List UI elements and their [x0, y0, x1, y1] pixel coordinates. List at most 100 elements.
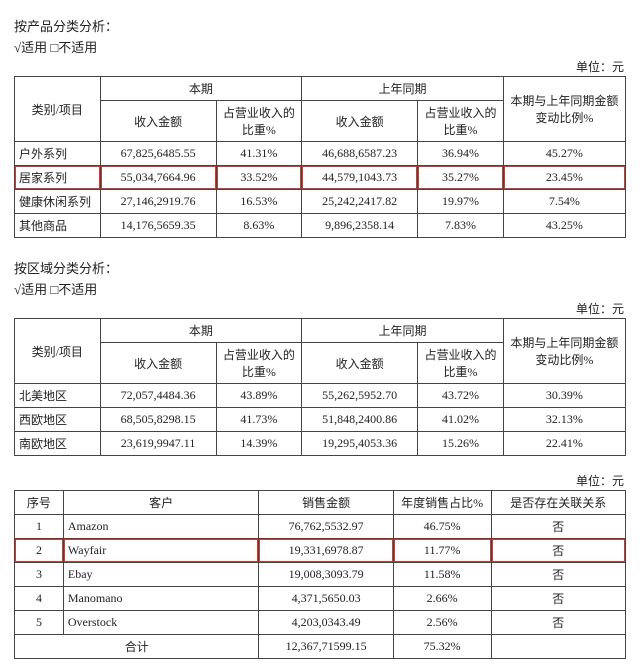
cell-pct2: 7.83% — [418, 214, 504, 238]
section2-check: √适用 □不适用 — [14, 279, 626, 298]
th-sales: 销售金额 — [259, 491, 393, 515]
cell-cust: Amazon — [63, 515, 259, 539]
cell-pct: 46.75% — [393, 515, 491, 539]
cell-rev2: 9,896,2358.14 — [302, 214, 418, 238]
table-row: 3 Ebay 19,008,3093.79 11.58% 否 — [15, 563, 626, 587]
cell-sales: 4,371,5650.03 — [259, 587, 393, 611]
cell-sales: 19,008,3093.79 — [259, 563, 393, 587]
table-row: 4 Manomano 4,371,5650.03 2.66% 否 — [15, 587, 626, 611]
cell-pct1: 43.89% — [216, 384, 302, 408]
th-rev1: 收入金额 — [100, 101, 216, 142]
table-row-total: 合计 12,367,71599.15 75.32% — [15, 635, 626, 659]
th-no: 序号 — [15, 491, 64, 515]
th-cat: 类别/项目 — [15, 77, 101, 142]
cell-chg: 7.54% — [503, 190, 625, 214]
cell-pct2: 36.94% — [418, 142, 504, 166]
cell-rev2: 55,262,5952.70 — [302, 384, 418, 408]
cell-cust: Overstock — [63, 611, 259, 635]
table-product: 类别/项目 本期 上年同期 本期与上年同期金额变动比例% 收入金额 占营业收入的… — [14, 76, 626, 238]
cell-label: 户外系列 — [15, 142, 101, 166]
th-change: 本期与上年同期金额变动比例% — [503, 319, 625, 384]
th-cust: 客户 — [63, 491, 259, 515]
cell-rev2: 25,242,2417.82 — [302, 190, 418, 214]
cell-label: 其他商品 — [15, 214, 101, 238]
cell-label: 居家系列 — [15, 166, 101, 190]
cell-rel: 否 — [491, 515, 625, 539]
cell-rev2: 51,848,2400.86 — [302, 408, 418, 432]
th-change: 本期与上年同期金额变动比例% — [503, 77, 625, 142]
th-rev1: 收入金额 — [100, 343, 216, 384]
th-pct2: 占营业收入的比重% — [418, 343, 504, 384]
table-row: 北美地区 72,057,4484.36 43.89% 55,262,5952.7… — [15, 384, 626, 408]
cell-total-pct: 75.32% — [393, 635, 491, 659]
th-cat: 类别/项目 — [15, 319, 101, 384]
cell-rev2: 19,295,4053.36 — [302, 432, 418, 456]
cell-pct: 11.58% — [393, 563, 491, 587]
cell-pct1: 8.63% — [216, 214, 302, 238]
th-pct1: 占营业收入的比重% — [216, 101, 302, 142]
cell-no: 3 — [15, 563, 64, 587]
section3-unit: 单位：元 — [14, 472, 624, 489]
cell-pct1: 33.52% — [216, 166, 302, 190]
table-row: 户外系列 67,825,6485.55 41.31% 46,688,6587.2… — [15, 142, 626, 166]
cell-pct2: 43.72% — [418, 384, 504, 408]
cell-no: 4 — [15, 587, 64, 611]
cell-no: 1 — [15, 515, 64, 539]
cell-label: 北美地区 — [15, 384, 101, 408]
cell-chg: 23.45% — [503, 166, 625, 190]
cell-pct1: 16.53% — [216, 190, 302, 214]
section2-unit: 单位：元 — [14, 300, 624, 317]
th-pct: 年度销售占比% — [393, 491, 491, 515]
cell-cust: Ebay — [63, 563, 259, 587]
th-rev2: 收入金额 — [302, 343, 418, 384]
cell-rel: 否 — [491, 611, 625, 635]
th-pct1: 占营业收入的比重% — [216, 343, 302, 384]
cell-total-label: 合计 — [15, 635, 259, 659]
cell-rev1: 67,825,6485.55 — [100, 142, 216, 166]
section1-check: √适用 □不适用 — [14, 37, 626, 56]
cell-chg: 43.25% — [503, 214, 625, 238]
table-row: 健康休闲系列 27,146,2919.76 16.53% 25,242,2417… — [15, 190, 626, 214]
cell-pct1: 41.31% — [216, 142, 302, 166]
table-row: 1 Amazon 76,762,5532.97 46.75% 否 — [15, 515, 626, 539]
th-period: 本期 — [100, 319, 302, 343]
th-prev: 上年同期 — [302, 77, 504, 101]
cell-total-sales: 12,367,71599.15 — [259, 635, 393, 659]
cell-label: 健康休闲系列 — [15, 190, 101, 214]
cell-chg: 45.27% — [503, 142, 625, 166]
th-prev: 上年同期 — [302, 319, 504, 343]
cell-cust: Manomano — [63, 587, 259, 611]
table-row: 居家系列 55,034,7664.96 33.52% 44,579,1043.7… — [15, 166, 626, 190]
cell-label: 西欧地区 — [15, 408, 101, 432]
cell-rel: 否 — [491, 587, 625, 611]
cell-label: 南欧地区 — [15, 432, 101, 456]
cell-pct: 2.56% — [393, 611, 491, 635]
table-row: 西欧地区 68,505,8298.15 41.73% 51,848,2400.8… — [15, 408, 626, 432]
cell-pct2: 15.26% — [418, 432, 504, 456]
cell-rev1: 23,619,9947.11 — [100, 432, 216, 456]
cell-rev1: 68,505,8298.15 — [100, 408, 216, 432]
table-customer: 序号 客户 销售金额 年度销售占比% 是否存在关联关系 1 Amazon 76,… — [14, 490, 626, 659]
th-period: 本期 — [100, 77, 302, 101]
table-region: 类别/项目 本期 上年同期 本期与上年同期金额变动比例% 收入金额 占营业收入的… — [14, 318, 626, 456]
cell-rev1: 14,176,5659.35 — [100, 214, 216, 238]
cell-rel: 否 — [491, 563, 625, 587]
cell-sales: 76,762,5532.97 — [259, 515, 393, 539]
cell-pct2: 19.97% — [418, 190, 504, 214]
cell-rev1: 72,057,4484.36 — [100, 384, 216, 408]
section2-title: 按区域分类分析： — [14, 258, 626, 277]
table-row: 其他商品 14,176,5659.35 8.63% 9,896,2358.14 … — [15, 214, 626, 238]
section1-title: 按产品分类分析： — [14, 16, 626, 35]
table-row: 5 Overstock 4,203,0343.49 2.56% 否 — [15, 611, 626, 635]
cell-total-rel — [491, 635, 625, 659]
cell-rev2: 44,579,1043.73 — [302, 166, 418, 190]
cell-rev1: 55,034,7664.96 — [100, 166, 216, 190]
th-pct2: 占营业收入的比重% — [418, 101, 504, 142]
section1-unit: 单位：元 — [14, 58, 624, 75]
cell-chg: 30.39% — [503, 384, 625, 408]
cell-pct: 2.66% — [393, 587, 491, 611]
cell-pct1: 41.73% — [216, 408, 302, 432]
th-rev2: 收入金额 — [302, 101, 418, 142]
th-rel: 是否存在关联关系 — [491, 491, 625, 515]
cell-sales: 4,203,0343.49 — [259, 611, 393, 635]
